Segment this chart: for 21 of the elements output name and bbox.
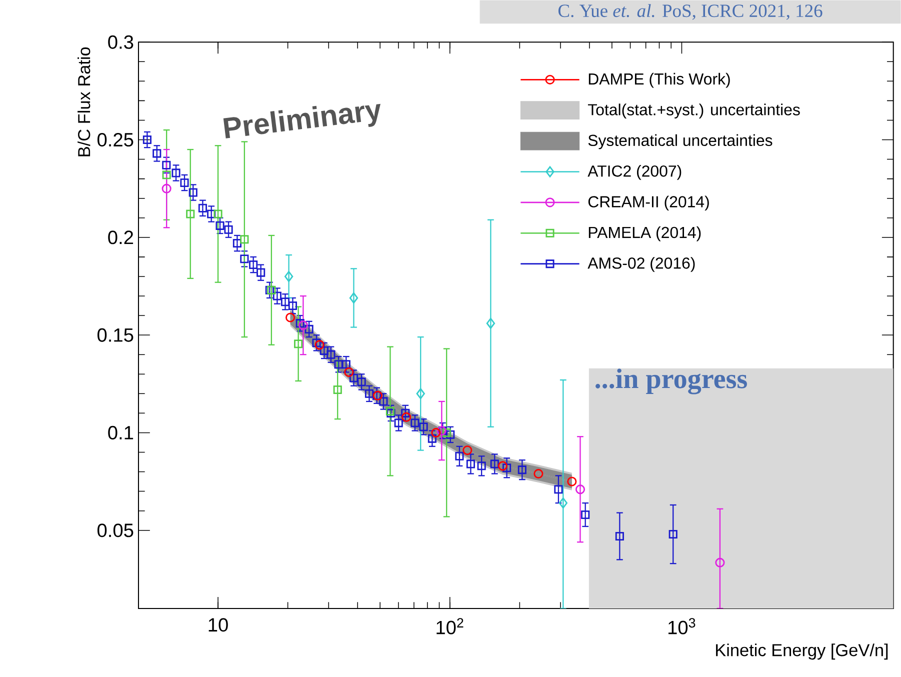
- x-tick-label: 10$^{3}$: [668, 618, 696, 634]
- y-axis-title: B/C Flux Ratio: [78, 47, 90, 156]
- band-label: ...in progress: [596, 368, 747, 394]
- x-tick-label: 10$^{2}$: [436, 618, 464, 634]
- legend-label: Total(stat.+syst.) uncertainties: [588, 103, 800, 118]
- y-tick-label: 0.3: [108, 35, 134, 49]
- y-tick-label: 0.1: [108, 426, 134, 440]
- x-tick-label: 10: [208, 618, 228, 632]
- legend-label: PAMELA (2014): [588, 226, 701, 242]
- y-tick-label: 0.05: [97, 523, 134, 537]
- text: C. Yue et. al. PoS, ICRC 2021, 126: [558, 4, 822, 20]
- y-tick-label: 0.2: [108, 230, 134, 244]
- x-axis-title: Kinetic Energy [GeV/n]: [716, 643, 888, 660]
- legend-label: ATIC2 (2007): [588, 164, 682, 180]
- y-tick-label: 0.25: [97, 132, 134, 146]
- legend-label: Systematical uncertainties: [588, 134, 772, 150]
- legend-label: DAMPE (This Work): [588, 72, 730, 88]
- legend-label: CREAM-II (2014): [588, 196, 709, 210]
- legend-label: AMS-02 (2016): [588, 256, 695, 272]
- annotation: Preliminary: [223, 104, 380, 138]
- y-tick-label: 0.15: [97, 328, 134, 342]
